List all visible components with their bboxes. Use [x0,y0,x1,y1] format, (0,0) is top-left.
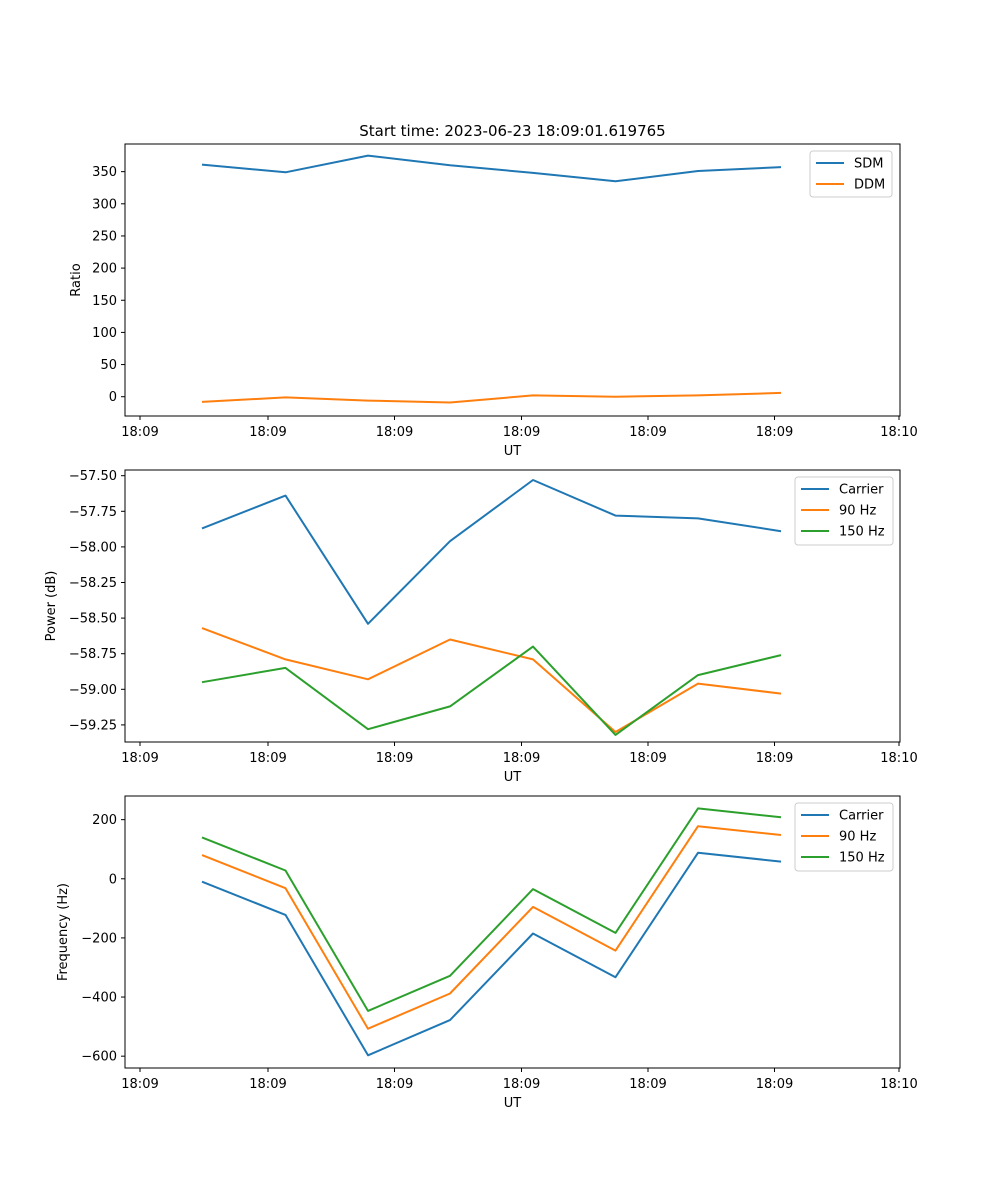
power-x-axis-label: UT [504,770,522,785]
power-legend-label-150hz: 150 Hz [839,525,885,540]
frequency-legend-label-carrier: Carrier [839,809,884,824]
ratio-y-tick-label: 250 [92,229,117,244]
power-y-tick-label: −58.50 [69,612,117,627]
ratio-y-tick-label: 0 [109,390,117,405]
frequency-legend-label-150hz: 150 Hz [839,851,885,866]
ratio-y-tick-label: 50 [100,358,117,373]
ratio-series-group [201,154,782,404]
power-legend-label-carrier: Carrier [839,483,884,498]
frequency-x-tick-label: 18:09 [121,1077,158,1092]
power-y-ticks: −59.25 −59.00 −58.75 −58.50 −58.25 −58.00 −57.… [69,469,125,733]
ratio-x-tick-label: 18:09 [629,425,666,440]
ratio-x-ticks: 18:09 18:09 18:09 18:09 18:09 18:09 18:10 [121,416,918,440]
frequency-x-tick-label: 18:09 [249,1077,286,1092]
frequency-y-tick-label: −600 [81,1050,117,1065]
ratio-x-tick-label: 18:09 [503,425,540,440]
power-y-tick-label: −57.75 [69,505,117,520]
frequency-x-tick-label: 18:09 [376,1077,413,1092]
ratio-x-tick-label: 18:09 [121,425,158,440]
power-x-tick-label: 18:10 [880,751,917,766]
ratio-plot-frame [124,143,901,417]
frequency-x-tick-label: 18:09 [629,1077,666,1092]
frequency-y-tick-label: −200 [81,931,117,946]
power-x-tick-label: 18:09 [756,751,793,766]
ratio-x-axis-label: UT [504,444,522,459]
power-series-carrier-line [201,479,782,625]
power-y-tick-label: −57.50 [69,469,117,484]
power-legend-label-90hz: 90 Hz [839,504,876,519]
power-y-tick-label: −58.00 [69,540,117,555]
frequency-x-tick-label: 18:09 [503,1077,540,1092]
power-x-tick-label: 18:09 [376,751,413,766]
power-x-tick-label: 18:09 [249,751,286,766]
frequency-series-90hz-line [201,825,782,1030]
frequency-x-axis-label: UT [504,1096,522,1111]
ratio-y-tick-label: 350 [92,165,117,180]
ratio-series-sdm-line [201,154,782,183]
ratio-y-tick-label: 100 [92,326,117,341]
power-series-group [201,479,782,736]
power-x-tick-label: 18:09 [503,751,540,766]
power-x-ticks: 18:09 18:09 18:09 18:09 18:09 18:09 18:10 [121,742,918,766]
ratio-legend-label-ddm: DDM [854,178,885,193]
frequency-legend-label-90hz: 90 Hz [839,830,876,845]
power-x-tick-label: 18:09 [629,751,666,766]
power-series-90hz-line [201,627,782,733]
frequency-y-tick-label: 0 [109,872,117,887]
power-y-tick-label: −58.25 [69,576,117,591]
frequency-series-group [201,807,782,1057]
ratio-y-tick-label: 150 [92,294,117,309]
power-y-tick-label: −59.25 [69,718,117,733]
power-y-tick-label: −59.00 [69,683,117,698]
power-y-tick-label: −58.75 [69,647,117,662]
figure-title: Start time: 2023-06-23 18:09:01.619765 [359,122,665,140]
power-y-axis-label: Power (dB) [44,571,59,642]
frequency-legend: Carrier 90 Hz 150 Hz [794,802,894,872]
power-series-150hz-line [201,645,782,736]
frequency-series-carrier-line [201,851,782,1057]
frequency-x-tick-label: 18:10 [880,1077,917,1092]
frequency-x-ticks: 18:09 18:09 18:09 18:09 18:09 18:09 18:10 [121,1068,918,1092]
ratio-x-tick-label: 18:09 [249,425,286,440]
frequency-y-axis-label: Frequency (Hz) [56,883,71,981]
power-x-tick-label: 18:09 [121,751,158,766]
power-plot-frame [124,469,901,743]
ratio-series-ddm-line [201,391,782,404]
power-legend-box [794,476,894,546]
ratio-x-tick-label: 18:09 [376,425,413,440]
frequency-x-tick-label: 18:09 [756,1077,793,1092]
frequency-series-150hz-line [201,807,782,1012]
ratio-x-tick-label: 18:09 [756,425,793,440]
power-legend: Carrier 90 Hz 150 Hz [794,476,894,546]
ratio-legend: SDM DDM [809,150,893,198]
ratio-y-axis-label: Ratio [69,263,84,296]
frequency-y-ticks: −600 −400 −200 0 200 [81,813,125,1065]
frequency-y-tick-label: 200 [92,813,117,828]
ratio-y-ticks: 0 50 100 150 200 250 300 350 [92,165,125,405]
ratio-x-tick-label: 18:10 [880,425,917,440]
ratio-legend-label-sdm: SDM [854,157,883,172]
power-panel: −59.25 −59.00 −58.75 −58.50 −58.25 −58.00 −57.… [44,469,918,785]
frequency-plot-frame [124,795,901,1069]
ratio-y-tick-label: 200 [92,262,117,277]
frequency-y-tick-label: −400 [81,991,117,1006]
ratio-y-tick-label: 300 [92,197,117,212]
frequency-legend-box [794,802,894,872]
